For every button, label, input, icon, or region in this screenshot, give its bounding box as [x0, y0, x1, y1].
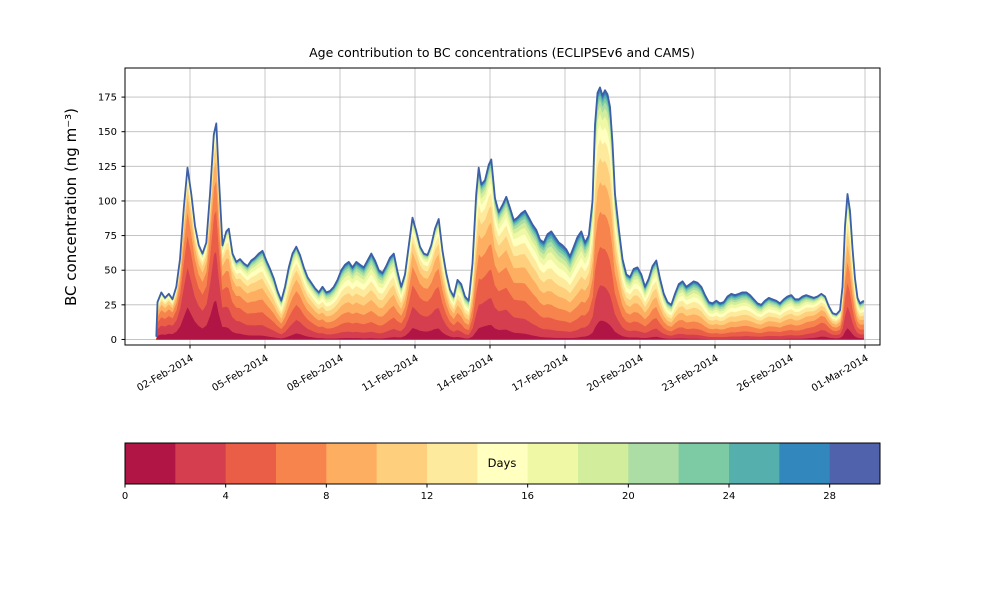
chart-title: Age contribution to BC concentrations (E…	[309, 45, 695, 60]
x-tick-label: 08-Feb-2014	[285, 353, 345, 394]
colorbar-label: Days	[488, 456, 517, 470]
stacked-age-areas	[155, 86, 865, 340]
y-axis-label: BC concentration (ng m⁻³)	[62, 108, 80, 306]
colorbar-border	[124, 442, 881, 485]
colorbar-segment-28-30d	[829, 443, 881, 484]
colorbar-segment-16-18d	[527, 443, 579, 484]
x-tick-label: 17-Feb-2014	[510, 353, 570, 394]
y-tick-label: 25	[104, 300, 117, 311]
colorbar-tick-label: 20	[622, 491, 635, 502]
plot-border	[124, 67, 881, 346]
colorbar-segment-6-8d	[276, 443, 327, 484]
x-tick-label: 20-Feb-2014	[585, 353, 645, 394]
colorbar-tick-label: 28	[823, 491, 836, 502]
colorbar-tick-label: 24	[723, 491, 736, 502]
y-tick-label: 100	[98, 196, 117, 207]
x-tick-label: 05-Feb-2014	[210, 353, 270, 394]
colorbar-tick-label: 12	[421, 491, 434, 502]
colorbar-segment-12-14d	[427, 443, 478, 484]
colorbar-segment-10-12d	[376, 443, 428, 484]
colorbar-segment-22-24d	[678, 443, 730, 484]
colorbar: 0 4 8 12 16 20 24 28	[122, 442, 881, 502]
colorbar-segment-18-20d	[578, 443, 629, 484]
x-tick-label: 11-Feb-2014	[360, 353, 420, 394]
total-concentration-line	[155, 86, 865, 337]
colorbar-segment-8-10d	[326, 443, 378, 484]
y-tick-label: 0	[111, 335, 117, 346]
colorbar-segment-2-4d	[175, 443, 227, 484]
y-tick-label: 175	[98, 93, 117, 104]
colorbar-tick-label: 4	[222, 491, 228, 502]
colorbar-segment-14-16d	[477, 443, 529, 484]
colorbar-segment-20-22d	[628, 443, 680, 484]
x-tick-label: 14-Feb-2014	[435, 353, 495, 394]
x-tick-label: 01-Mar-2014	[810, 353, 871, 394]
colorbar-segment-0-2d	[125, 443, 176, 484]
y-tick-label: 150	[98, 127, 117, 138]
colorbar-tick-label: 16	[521, 491, 534, 502]
colorbar-tick-label: 8	[323, 491, 329, 502]
colorbar-tick-label: 0	[122, 491, 128, 502]
y-tick-label: 75	[104, 231, 117, 242]
x-tick-label: 23-Feb-2014	[660, 353, 720, 394]
colorbar-segment-24-26d	[729, 443, 780, 484]
y-tick-label: 125	[98, 162, 117, 173]
colorbar-segment-4-6d	[225, 443, 277, 484]
x-tick-label: 26-Feb-2014	[735, 353, 795, 394]
colorbar-segment-26-28d	[779, 443, 831, 484]
x-tick-label: 02-Feb-2014	[135, 353, 195, 394]
y-tick-label: 50	[104, 266, 117, 277]
